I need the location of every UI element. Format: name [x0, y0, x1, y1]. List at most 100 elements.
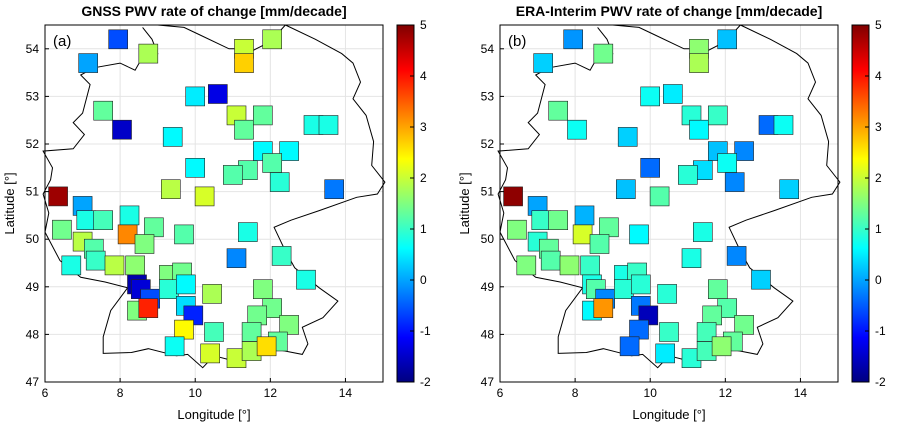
- colorbar-tick-label: 3: [420, 120, 427, 134]
- station-marker: [572, 224, 593, 245]
- station-marker: [711, 336, 732, 357]
- colorbar-tick-label: 2: [420, 171, 427, 185]
- station-marker: [164, 336, 185, 357]
- station-marker: [507, 219, 527, 240]
- station-marker: [751, 269, 771, 290]
- station-marker: [773, 115, 794, 135]
- station-marker: [629, 224, 649, 245]
- station-marker: [548, 210, 569, 230]
- station-marker: [253, 279, 273, 300]
- station-marker: [162, 127, 183, 147]
- x-axis-label: Longitude [°]: [177, 407, 250, 422]
- axes-frame: [44, 24, 384, 383]
- axes-frame: [499, 24, 839, 383]
- station-marker: [681, 248, 702, 268]
- station-marker: [226, 248, 247, 268]
- station-marker: [640, 158, 661, 178]
- y-tick-label: 50: [26, 232, 40, 246]
- station-marker: [702, 305, 723, 326]
- colorbar-tick-label: 4: [875, 69, 882, 83]
- station-marker: [253, 105, 273, 126]
- station-marker: [540, 250, 561, 271]
- y-tick-label: 51: [481, 185, 495, 199]
- y-tick-label: 48: [26, 327, 40, 341]
- station-marker: [138, 298, 159, 319]
- x-tick-label: 10: [644, 386, 658, 400]
- station-marker: [318, 115, 339, 135]
- station-marker: [174, 319, 194, 340]
- station-marker: [262, 153, 283, 173]
- station-marker: [707, 279, 728, 300]
- station-marker: [567, 119, 587, 140]
- colorbar-tick-label: -1: [875, 324, 886, 338]
- station-marker: [76, 210, 97, 230]
- station-marker: [324, 179, 345, 199]
- colorbar-tick-label: 5: [875, 18, 882, 32]
- y-axis-label: Latitude [°]: [457, 172, 472, 234]
- country-border-east: [499, 24, 841, 369]
- station-marker: [692, 222, 713, 242]
- station-marker: [93, 100, 113, 121]
- station-marker: [234, 53, 254, 73]
- y-tick-label: 54: [481, 42, 495, 56]
- y-tick-label: 50: [481, 232, 495, 246]
- station-marker: [108, 29, 128, 50]
- station-marker: [593, 298, 614, 319]
- station-marker: [78, 53, 98, 73]
- station-marker: [779, 179, 800, 199]
- y-tick-label: 54: [26, 42, 40, 56]
- panel-label: (b): [508, 33, 526, 50]
- station-marker: [125, 255, 145, 276]
- station-marker: [279, 315, 299, 335]
- station-marker: [176, 274, 196, 295]
- y-tick-label: 52: [26, 137, 40, 151]
- x-tick-label: 8: [572, 386, 579, 400]
- station-marker: [617, 127, 638, 147]
- x-tick-label: 6: [42, 386, 49, 400]
- x-tick-label: 6: [497, 386, 504, 400]
- station-marker: [185, 86, 205, 107]
- station-marker: [599, 217, 619, 238]
- station-marker: [234, 119, 254, 140]
- station-marker: [516, 255, 537, 276]
- station-marker: [247, 305, 267, 326]
- y-tick-label: 48: [481, 327, 495, 341]
- station-marker: [112, 119, 132, 140]
- station-marker: [117, 224, 138, 245]
- station-marker: [269, 172, 290, 192]
- station-marker: [296, 269, 316, 290]
- colorbar-tick-label: 3: [875, 120, 882, 134]
- station-marker: [238, 222, 258, 242]
- x-tick-label: 14: [794, 386, 808, 400]
- y-tick-label: 53: [481, 89, 495, 103]
- station-marker: [200, 343, 220, 364]
- station-marker: [174, 224, 194, 245]
- colorbar-tick-label: -2: [420, 375, 431, 389]
- y-tick-label: 52: [481, 137, 495, 151]
- colorbar: [851, 24, 870, 383]
- colorbar: [396, 24, 415, 383]
- station-marker: [717, 153, 738, 173]
- station-marker: [52, 219, 72, 240]
- x-tick-label: 14: [339, 386, 353, 400]
- station-marker: [104, 255, 125, 276]
- station-marker: [119, 205, 140, 226]
- colorbar-tick-label: -1: [420, 324, 431, 338]
- station-marker: [93, 210, 113, 230]
- station-marker: [161, 179, 181, 199]
- colorbar-tick-label: -2: [875, 375, 886, 389]
- colorbar-tick-label: 1: [875, 222, 882, 236]
- y-tick-label: 47: [26, 375, 40, 389]
- station-marker: [559, 255, 580, 276]
- station-marker: [593, 43, 614, 64]
- station-marker: [548, 100, 569, 121]
- colorbar-tick-label: 1: [420, 222, 427, 236]
- y-axis-label: Latitude [°]: [2, 172, 17, 234]
- x-tick-label: 12: [719, 386, 733, 400]
- station-marker: [689, 53, 709, 73]
- x-axis-label: Longitude [°]: [632, 407, 705, 422]
- station-marker: [134, 234, 155, 254]
- country-border-east: [44, 24, 386, 369]
- panel-label: (a): [53, 33, 71, 50]
- station-marker: [734, 315, 754, 335]
